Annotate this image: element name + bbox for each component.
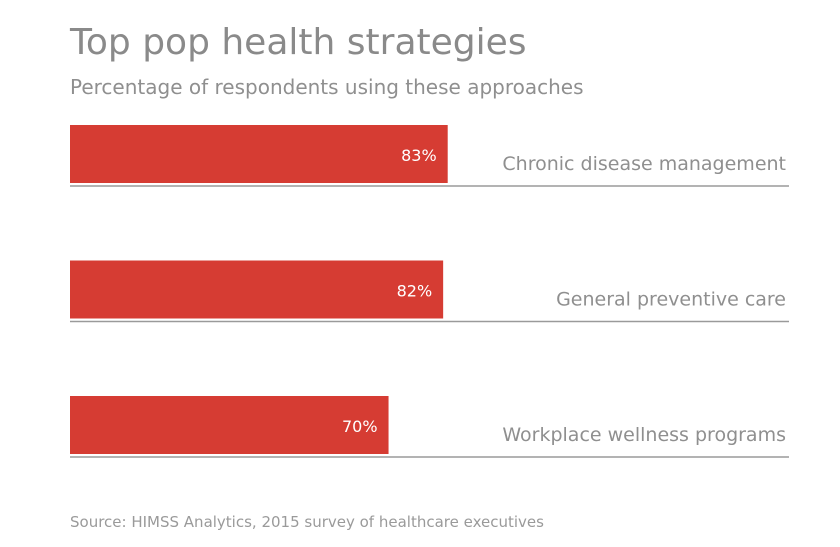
chart-subtitle: Percentage of respondents using these ap… — [70, 75, 584, 99]
bar-value-label: 82% — [397, 282, 433, 301]
bar-value-label: 83% — [401, 146, 437, 165]
category-label: General preventive care — [556, 289, 786, 311]
chart-title: Top pop health strategies — [70, 22, 527, 63]
category-label: Chronic disease management — [502, 153, 786, 175]
source-note: Source: HIMSS Analytics, 2015 survey of … — [70, 513, 544, 531]
bar-value-label: 70% — [342, 417, 378, 436]
bar-1 — [70, 125, 448, 183]
bar-2 — [70, 260, 444, 319]
bar-3 — [70, 396, 389, 454]
category-label: Workplace wellness programs — [502, 424, 786, 446]
